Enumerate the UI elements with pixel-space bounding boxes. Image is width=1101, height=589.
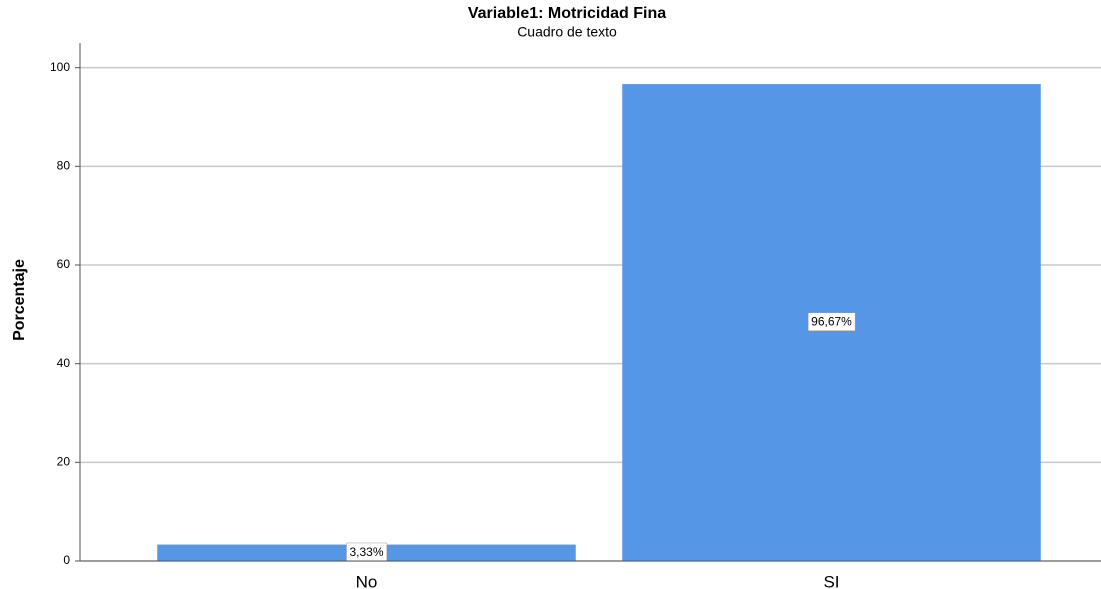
x-tick-label: SI xyxy=(823,572,839,589)
value-label: 3,33% xyxy=(349,545,383,559)
y-tick-label: 0 xyxy=(63,553,70,567)
x-tick-label: No xyxy=(356,572,378,589)
chart-subtitle: Cuadro de texto xyxy=(517,24,617,40)
y-tick-label: 20 xyxy=(57,455,71,469)
y-tick-label: 100 xyxy=(50,60,70,74)
y-axis-label: Porcentaje xyxy=(11,259,28,341)
y-tick-label: 60 xyxy=(57,257,71,271)
value-label-box xyxy=(807,312,856,331)
y-tick-label: 40 xyxy=(57,356,71,370)
y-tick-label: 80 xyxy=(57,159,71,173)
value-label: 96,67% xyxy=(811,315,852,329)
chart-title: Variable1: Motricidad Fina xyxy=(468,5,666,22)
